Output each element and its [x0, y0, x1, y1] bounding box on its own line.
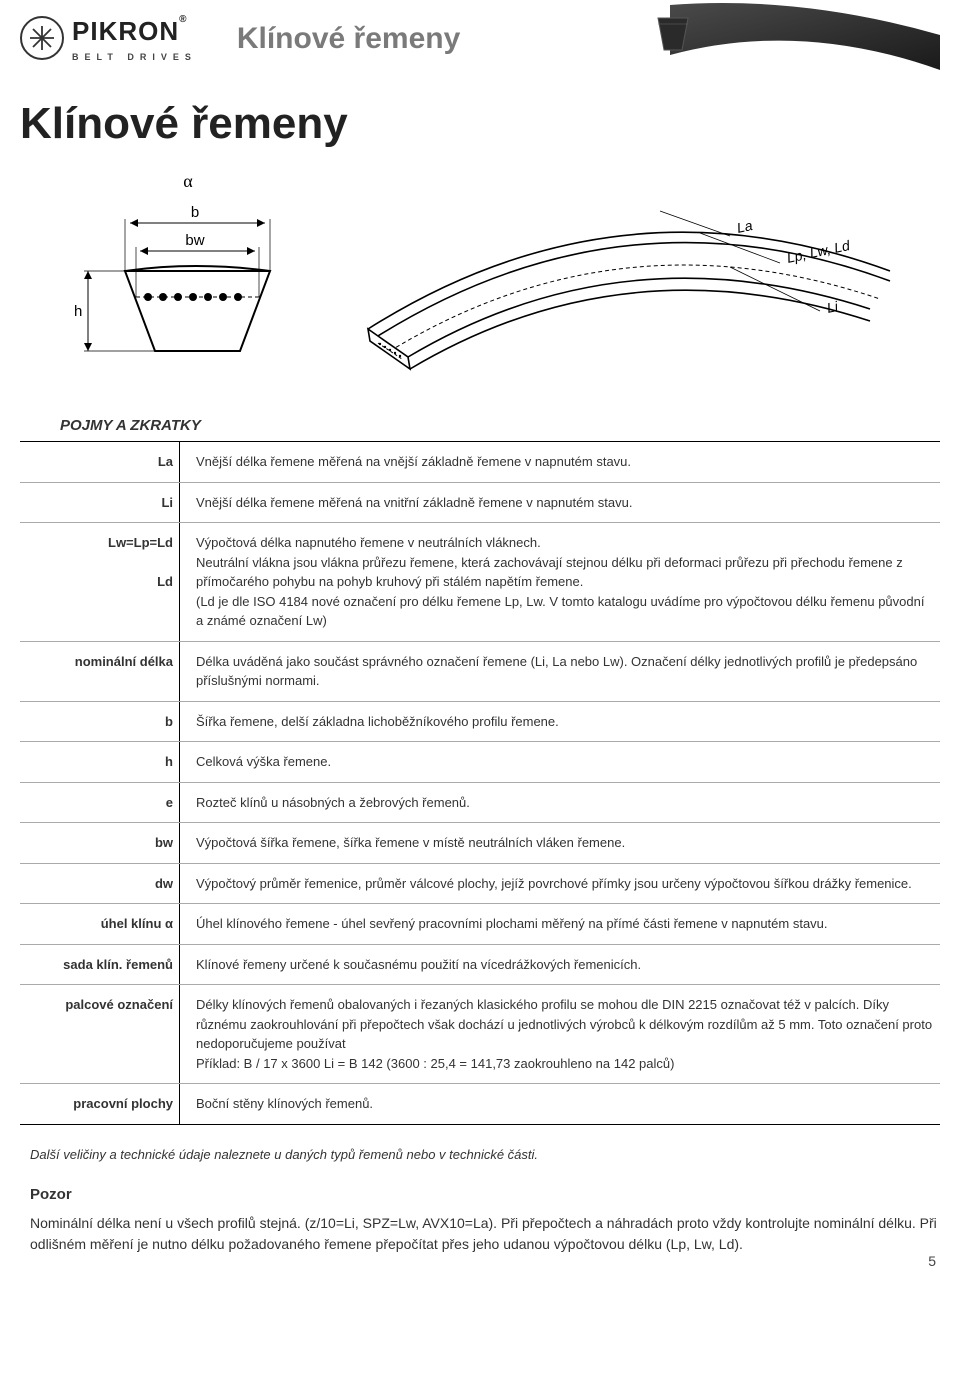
la-label: La — [735, 217, 754, 236]
table-row: La Vnější délka řemene měřená na vnější … — [20, 442, 940, 483]
brand-name: PIKRON® — [72, 12, 197, 51]
page-header: PIKRON® BELT DRIVES Klínové řemeny — [0, 0, 960, 73]
table-row: Lw=Lp=Ld Ld Výpočtová délka napnutého ře… — [20, 523, 940, 642]
def-desc: Klínové řemeny určené k současnému použi… — [180, 945, 647, 985]
def-term: bw — [20, 823, 180, 863]
def-desc: Výpočtový průměr řemenice, průměr válcov… — [180, 864, 918, 904]
def-desc: Výpočtová šířka řemene, šířka řemene v m… — [180, 823, 631, 863]
def-term: pracovní plochy — [20, 1084, 180, 1124]
table-row: palcové označení Délky klínových řemenů … — [20, 985, 940, 1084]
def-desc: Vnější délka řemene měřená na vnější zák… — [180, 442, 637, 482]
def-term: h — [20, 742, 180, 782]
def-term: úhel klínu α — [20, 904, 180, 944]
table-row: e Rozteč klínů u násobných a žebrových ř… — [20, 783, 940, 824]
trademark-symbol: ® — [179, 14, 187, 25]
table-row: b Šířka řemene, delší základna lichoběžn… — [20, 702, 940, 743]
brand-block: PIKRON® BELT DRIVES — [72, 12, 197, 65]
belt-length-diagram: La Lp, Lw, Ld Li — [350, 171, 910, 391]
def-desc: Úhel klínového řemene - úhel sevřený pra… — [180, 904, 834, 944]
table-row: bw Výpočtová šířka řemene, šířka řemene … — [20, 823, 940, 864]
def-term: Lw=Lp=Ld Ld — [20, 523, 180, 641]
diagram-row: α b bw — [0, 167, 960, 411]
alpha-label: α — [183, 171, 193, 191]
def-term-text: úhel klínu α — [101, 916, 173, 931]
pozor-text: Nominální délka není u všech profilů ste… — [30, 1213, 940, 1256]
logo-icon — [20, 16, 64, 60]
def-desc: Šířka řemene, delší základna lichoběžník… — [180, 702, 565, 742]
brand-text: PIKRON — [72, 16, 179, 46]
table-row: sada klín. řemenů Klínové řemeny určené … — [20, 945, 940, 986]
def-term: e — [20, 783, 180, 823]
table-row: dw Výpočtový průměr řemenice, průměr vál… — [20, 864, 940, 905]
h-label: h — [74, 303, 82, 320]
section-heading: POJMY A ZKRATKY — [20, 411, 940, 443]
header-title: Klínové řemeny — [237, 16, 460, 61]
belt-photo-icon — [640, 0, 960, 90]
b-label: b — [191, 204, 199, 221]
table-row: nominální délka Délka uváděná jako součá… — [20, 642, 940, 702]
def-term: nominální délka — [20, 642, 180, 701]
pozor-heading: Pozor — [30, 1184, 940, 1207]
logo-area: PIKRON® BELT DRIVES — [20, 12, 197, 65]
definitions-table: La Vnější délka řemene měřená na vnější … — [20, 442, 940, 1125]
def-desc: Rozteč klínů u násobných a žebrových řem… — [180, 783, 476, 823]
pozor-block: Pozor Nominální délka není u všech profi… — [0, 1184, 960, 1286]
def-term: palcové označení — [20, 985, 180, 1083]
table-row: Li Vnější délka řemene měřená na vnitřní… — [20, 483, 940, 524]
def-desc: Délky klínových řemenů obalovaných i řez… — [180, 985, 940, 1083]
def-desc: Výpočtová délka napnutého řemene v neutr… — [180, 523, 940, 641]
table-row: úhel klínu α Úhel klínového řemene - úhe… — [20, 904, 940, 945]
def-term: b — [20, 702, 180, 742]
def-desc: Délka uváděná jako součást správného ozn… — [180, 642, 940, 701]
def-desc: Boční stěny klínových řemenů. — [180, 1084, 379, 1124]
bw-label: bw — [185, 232, 204, 249]
def-term: dw — [20, 864, 180, 904]
def-desc: Vnější délka řemene měřená na vnitřní zá… — [180, 483, 638, 523]
def-term: La — [20, 442, 180, 482]
cross-section-diagram: α b bw — [60, 171, 320, 391]
def-desc: Celková výška řemene. — [180, 742, 337, 782]
lp-label: Lp, Lw, Ld — [785, 236, 852, 265]
li-label: Li — [825, 297, 840, 315]
def-term: sada klín. řemenů — [20, 945, 180, 985]
table-row: pracovní plochy Boční stěny klínových ře… — [20, 1084, 940, 1125]
page-number: 5 — [928, 1251, 936, 1272]
table-row: h Celková výška řemene. — [20, 742, 940, 783]
def-term: Li — [20, 483, 180, 523]
footnote: Další veličiny a technické údaje nalezne… — [0, 1137, 960, 1185]
brand-tagline: BELT DRIVES — [72, 51, 197, 65]
